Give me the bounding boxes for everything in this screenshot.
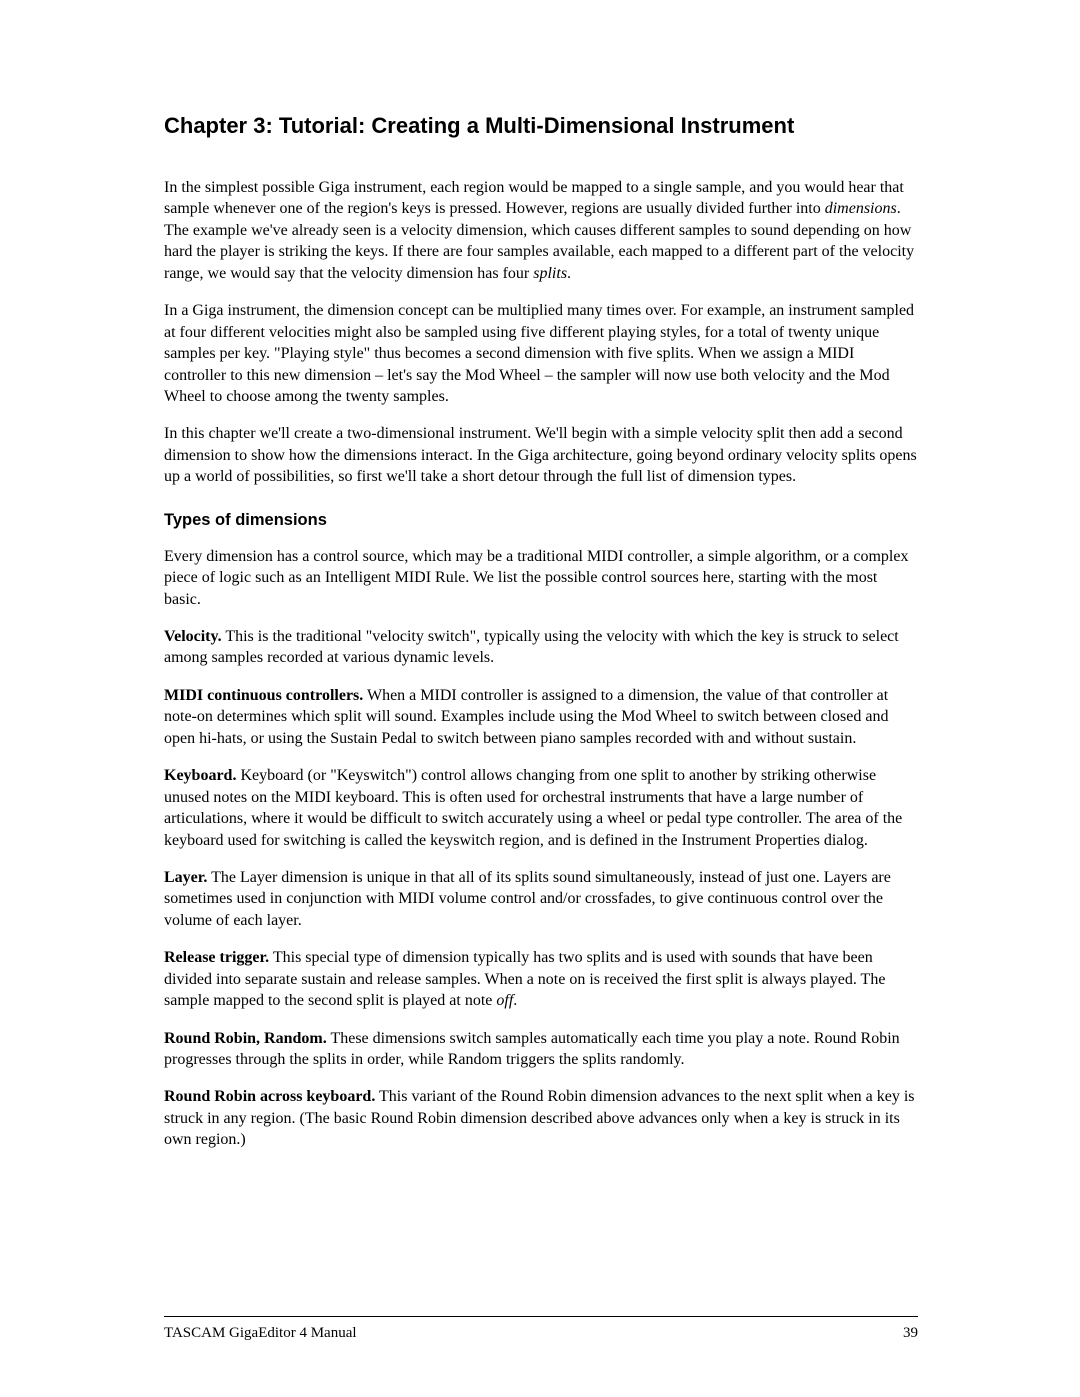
def-midi: MIDI continuous controllers. When a MIDI… (164, 685, 918, 749)
def-term: Layer. (164, 869, 207, 886)
def-release-trigger: Release trigger. This special type of di… (164, 947, 918, 1011)
text: In the simplest possible Giga instrument… (164, 179, 904, 217)
def-term: MIDI continuous controllers. (164, 687, 363, 704)
footer: TASCAM GigaEditor 4 Manual 39 (164, 1325, 918, 1342)
text: . (567, 265, 571, 282)
def-term: Release trigger. (164, 949, 269, 966)
def-term: Round Robin, Random. (164, 1030, 327, 1047)
def-body: . (513, 992, 517, 1009)
footer-left: TASCAM GigaEditor 4 Manual (164, 1325, 357, 1342)
def-term: Round Robin across keyboard. (164, 1088, 375, 1105)
footer-rule (164, 1316, 918, 1317)
section-title-types: Types of dimensions (164, 511, 918, 530)
intro-paragraph-3: In this chapter we'll create a two-dimen… (164, 423, 918, 487)
def-round-robin: Round Robin, Random. These dimensions sw… (164, 1028, 918, 1071)
italic-splits: splits (533, 265, 567, 282)
intro-paragraph-1: In the simplest possible Giga instrument… (164, 177, 918, 284)
def-velocity: Velocity. This is the traditional "veloc… (164, 626, 918, 669)
footer-page-number: 39 (903, 1325, 918, 1342)
def-body: This is the traditional "velocity switch… (164, 628, 899, 666)
def-round-robin-keyboard: Round Robin across keyboard. This varian… (164, 1086, 918, 1150)
chapter-title: Chapter 3: Tutorial: Creating a Multi-Di… (164, 113, 918, 139)
page: Chapter 3: Tutorial: Creating a Multi-Di… (0, 0, 1080, 1397)
italic-off: off (496, 992, 513, 1009)
italic-dimensions: dimensions (825, 200, 897, 217)
def-layer: Layer. The Layer dimension is unique in … (164, 867, 918, 931)
def-keyboard: Keyboard. Keyboard (or "Keyswitch") cont… (164, 765, 918, 851)
def-term: Velocity. (164, 628, 222, 645)
intro-paragraph-2: In a Giga instrument, the dimension conc… (164, 300, 918, 407)
def-body: This special type of dimension typically… (164, 949, 885, 1009)
def-term: Keyboard. (164, 767, 236, 784)
section-intro: Every dimension has a control source, wh… (164, 546, 918, 610)
def-body: The Layer dimension is unique in that al… (164, 869, 891, 929)
def-body: Keyboard (or "Keyswitch") control allows… (164, 767, 902, 848)
